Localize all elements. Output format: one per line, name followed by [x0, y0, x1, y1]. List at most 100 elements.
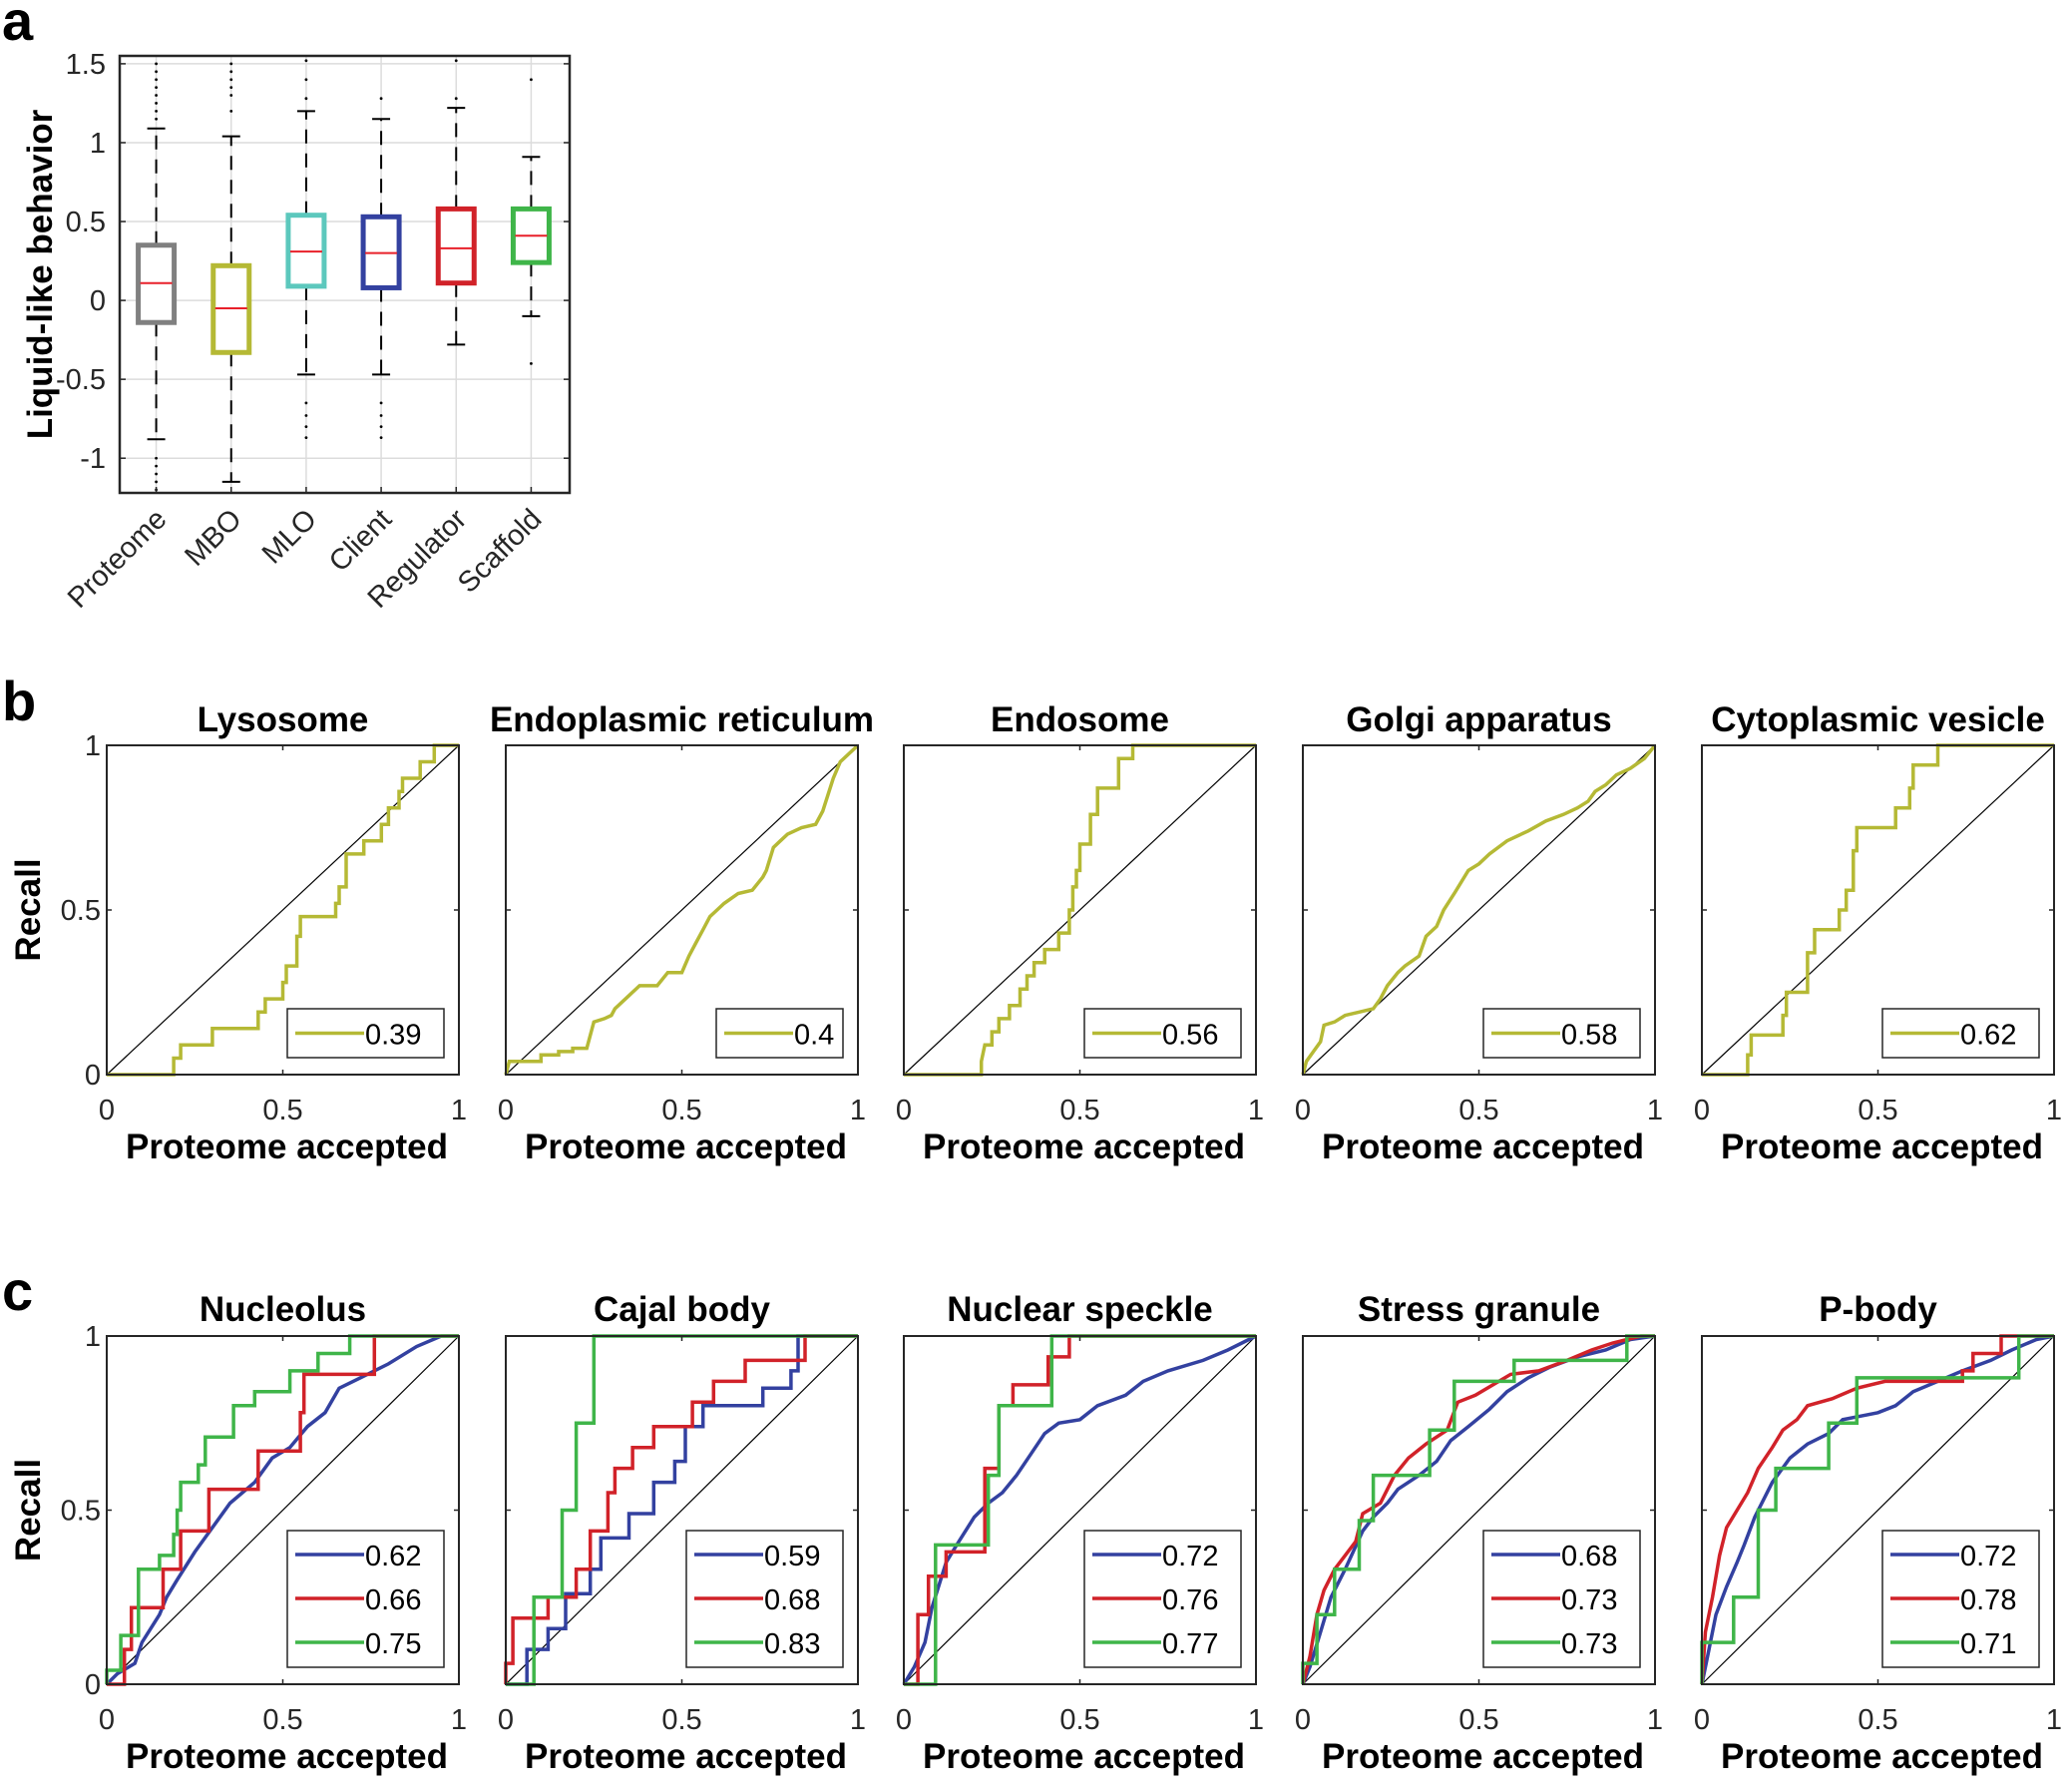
diagonal-reference-line — [1302, 1335, 1656, 1685]
outlier-point — [229, 94, 233, 97]
legend-label: 0.39 — [365, 1020, 421, 1052]
legend-label: 0.75 — [365, 1628, 421, 1660]
x-tick-label: 0 — [1694, 1704, 1710, 1736]
outlier-point — [379, 97, 383, 101]
curve-series — [1301, 743, 1657, 1076]
x-axis-label: Proteome accepted — [1322, 1127, 1644, 1166]
legend: 0.39 — [286, 1008, 445, 1059]
legend-label: 0.77 — [1162, 1628, 1218, 1660]
y-tick-label: 1 — [85, 1321, 101, 1353]
outlier-point — [304, 436, 308, 440]
outlier-point — [155, 117, 158, 121]
outlier-point — [379, 436, 383, 440]
y-axis-label: Recall — [9, 1459, 48, 1562]
x-axis-label: Proteome accepted — [126, 1127, 448, 1166]
y-tick-label: 0 — [85, 1669, 101, 1701]
subplot-title: P-body — [1819, 1290, 1937, 1329]
outlier-point — [229, 62, 233, 66]
outlier-point — [155, 62, 158, 66]
x-tick-label: 1 — [850, 1704, 866, 1736]
x-tick-label: 1 — [1248, 1704, 1264, 1736]
x-axis-label: Proteome accepted — [525, 1737, 847, 1776]
curve-series — [1301, 1334, 1655, 1685]
legend-label: 0.56 — [1162, 1020, 1218, 1052]
outlier-point — [229, 86, 233, 90]
y-axis-label: Recall — [9, 858, 48, 961]
x-tick-label: 1 — [1647, 1095, 1663, 1126]
x-tick-label: 1 — [1248, 1095, 1264, 1126]
x-tick-label: 0 — [1295, 1704, 1311, 1736]
curve-series — [506, 1334, 858, 1686]
x-tick-label: 0.5 — [1858, 1704, 1897, 1736]
curve-series — [107, 1334, 459, 1686]
legend: 0.4 — [715, 1008, 844, 1059]
x-tick-label: 1 — [2046, 1095, 2062, 1126]
subplot-title: Nuclear speckle — [947, 1290, 1213, 1329]
outlier-point — [304, 401, 308, 405]
outlier-point — [155, 456, 158, 460]
diagonal-reference-line — [1701, 744, 2055, 1076]
legend-label: 0.68 — [1561, 1541, 1617, 1572]
outlier-point — [304, 97, 308, 101]
outlier-point — [155, 94, 158, 97]
outlier-point — [229, 78, 233, 82]
y-tick-label: 0 — [90, 285, 106, 317]
x-tick-label: 1 — [1647, 1704, 1663, 1736]
legend-label: 0.76 — [1162, 1584, 1218, 1616]
x-tick-label: 0.5 — [1458, 1095, 1498, 1126]
x-axis-label: Proteome accepted — [525, 1127, 847, 1166]
outlier-point — [229, 70, 233, 74]
axes-frame — [1701, 744, 2055, 1076]
x-tick-label: 0.5 — [1858, 1095, 1897, 1126]
legend-label: 0.73 — [1561, 1628, 1617, 1660]
x-tick-label: MBO — [179, 503, 247, 572]
legend: 0.58 — [1482, 1008, 1641, 1059]
y-tick-label: 1.5 — [66, 49, 106, 81]
curve-series — [1700, 1334, 2054, 1685]
outlier-point — [155, 109, 158, 113]
curve-series — [904, 743, 1256, 1077]
x-tick-label: 0 — [498, 1704, 514, 1736]
diagonal-reference-line — [1701, 1335, 2055, 1685]
diagonal-reference-line — [505, 744, 859, 1076]
legend: 0.62 — [1881, 1008, 2040, 1059]
x-tick-label: 1 — [850, 1095, 866, 1126]
outlier-point — [454, 59, 458, 63]
diagonal-reference-line — [106, 1335, 460, 1685]
x-tick-label: 0 — [896, 1704, 912, 1736]
outlier-point — [229, 109, 233, 113]
legend: 0.68 0.73 0.73 — [1482, 1530, 1641, 1668]
outlier-point — [155, 480, 158, 484]
x-tick-label: 0 — [1694, 1095, 1710, 1126]
axes-frame — [1701, 1335, 2055, 1685]
x-tick-label: 0.5 — [262, 1095, 302, 1126]
outlier-point — [530, 361, 533, 365]
y-tick-label: -1 — [80, 443, 106, 475]
subplot-title: Stress granule — [1358, 1290, 1600, 1329]
outlier-point — [155, 78, 158, 82]
x-tick-label: 1 — [451, 1095, 467, 1126]
subplot-title: Nucleolus — [200, 1290, 366, 1329]
curve-series — [105, 1334, 459, 1684]
outlier-point — [530, 78, 533, 82]
y-tick-label: 0 — [85, 1060, 101, 1092]
x-axis-label: Proteome accepted — [126, 1737, 448, 1776]
outlier-point — [304, 414, 308, 417]
axes-frame — [903, 744, 1257, 1076]
x-axis-label: Proteome accepted — [1721, 1737, 2043, 1776]
x-tick-label: MLO — [256, 503, 323, 570]
x-tick-label: 0.5 — [1059, 1095, 1099, 1126]
axes-frame — [903, 1335, 1257, 1685]
x-tick-label: 0 — [99, 1704, 115, 1736]
outlier-point — [454, 97, 458, 101]
y-tick-label: 0.5 — [66, 207, 106, 238]
curve-series — [1700, 1334, 2055, 1685]
x-tick-label: 1 — [2046, 1704, 2062, 1736]
panel-letter-c: c — [2, 1259, 33, 1322]
x-axis-label: Proteome accepted — [923, 1127, 1245, 1166]
legend: 0.62 0.66 0.75 — [286, 1530, 445, 1668]
